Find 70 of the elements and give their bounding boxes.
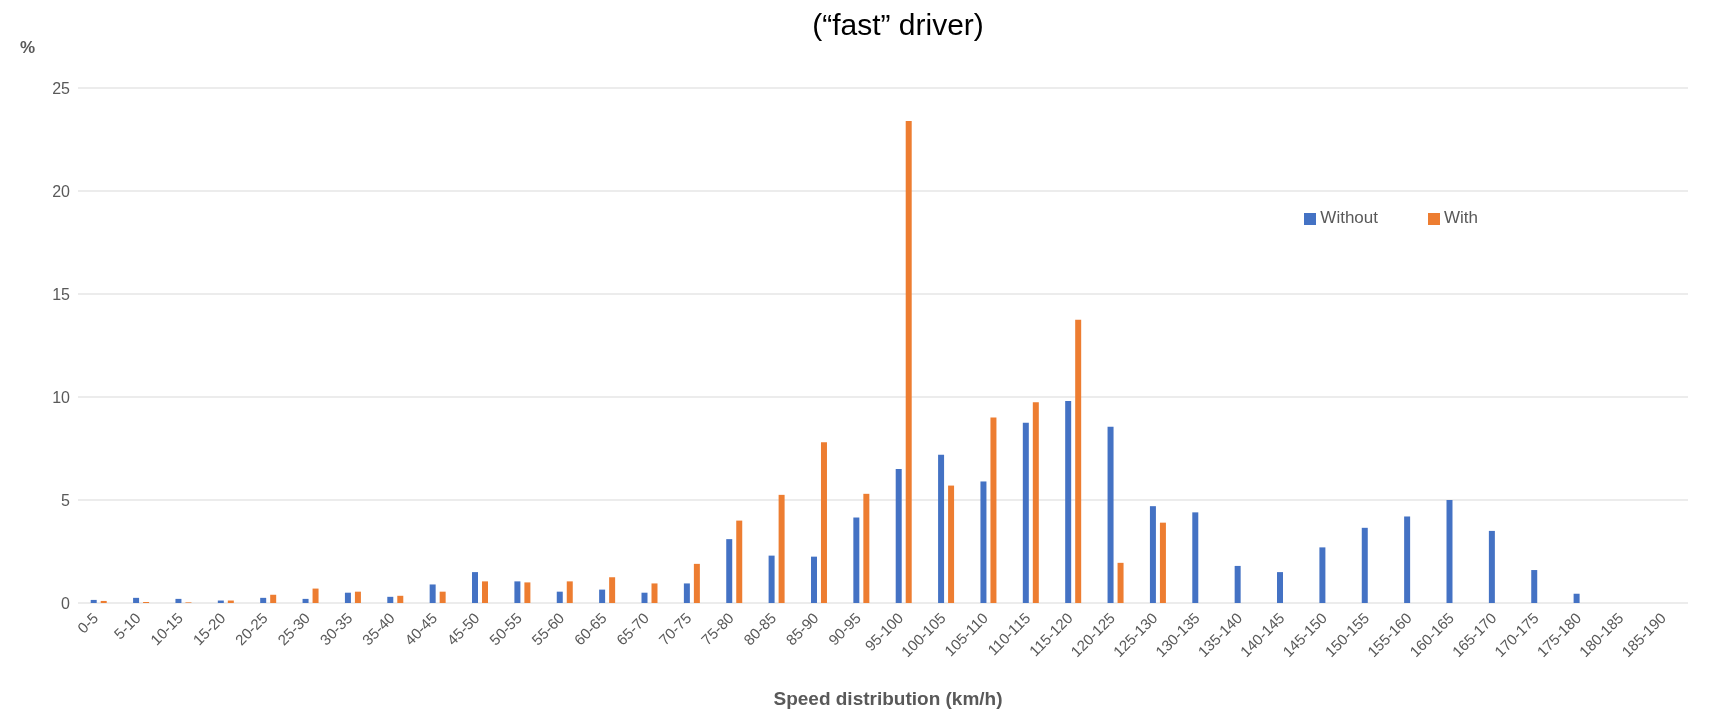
bar <box>514 581 521 603</box>
bar <box>1149 506 1156 603</box>
bar <box>387 596 394 603</box>
bar <box>133 597 140 603</box>
bar <box>990 417 997 603</box>
bar <box>566 581 573 603</box>
y-tick-label: 25 <box>52 79 71 97</box>
bar <box>641 592 648 603</box>
bar <box>1159 522 1166 603</box>
bar <box>1319 547 1326 603</box>
bar <box>175 598 182 603</box>
y-tick-label: 15 <box>52 285 71 303</box>
bar <box>312 588 319 603</box>
bar <box>1022 422 1029 603</box>
y-axis-title: % <box>20 38 36 58</box>
bar <box>853 517 860 603</box>
bar <box>736 520 743 603</box>
bar <box>100 600 107 603</box>
bar <box>651 583 658 603</box>
bar <box>810 556 817 603</box>
bar <box>1488 530 1495 603</box>
bar <box>938 454 945 603</box>
bar <box>1531 570 1538 603</box>
y-tick-label: 5 <box>61 491 71 509</box>
bar <box>1107 426 1114 603</box>
bar <box>905 120 912 603</box>
bar <box>482 581 489 603</box>
bar <box>948 485 955 603</box>
bar <box>1065 401 1072 603</box>
x-tick-label: 0-5 <box>73 609 102 637</box>
bar <box>726 539 733 603</box>
bar <box>1277 572 1284 603</box>
bar <box>768 555 775 603</box>
bar <box>344 592 351 603</box>
legend-label: Without <box>1320 208 1378 227</box>
bar <box>1573 593 1580 603</box>
bar <box>90 599 97 603</box>
bar <box>599 589 606 603</box>
bar <box>1075 319 1082 603</box>
bar <box>1404 516 1411 603</box>
chart-title: (“fast” driver) <box>811 8 985 43</box>
bar <box>439 591 446 603</box>
x-axis-title: Speed distribution (km/h) <box>772 688 1004 710</box>
bar <box>260 597 267 603</box>
bar <box>524 582 531 603</box>
bar <box>429 584 436 603</box>
bar <box>895 469 902 603</box>
y-tick-label: 10 <box>52 388 71 406</box>
bar <box>1446 500 1453 603</box>
bar <box>820 442 827 603</box>
bar <box>683 583 690 603</box>
bar <box>778 494 785 603</box>
bar <box>1117 562 1124 603</box>
bar <box>693 563 700 603</box>
bar <box>1361 527 1368 603</box>
legend-label: With <box>1444 208 1478 227</box>
bar <box>302 598 309 603</box>
bar <box>863 493 870 603</box>
bar <box>980 481 987 603</box>
bar <box>1234 565 1241 603</box>
bar <box>397 595 404 603</box>
bar <box>1192 512 1199 603</box>
bar <box>354 591 361 603</box>
bar <box>609 577 616 603</box>
bar <box>556 591 563 603</box>
bar <box>270 594 277 603</box>
y-tick-label: 20 <box>52 182 71 200</box>
y-tick-label: 0 <box>61 594 71 612</box>
bar <box>1032 402 1039 603</box>
bar <box>472 572 479 603</box>
